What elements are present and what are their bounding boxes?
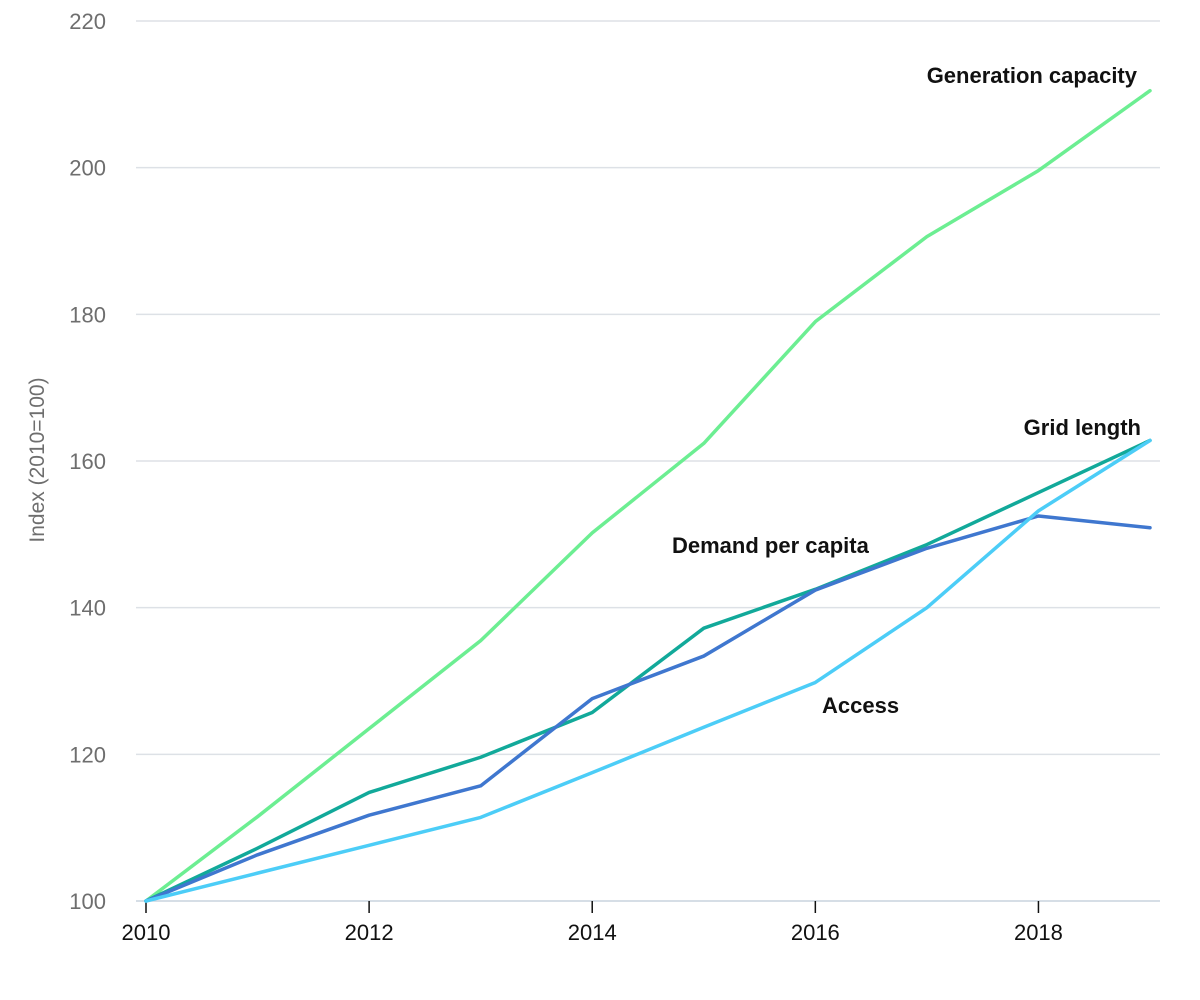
y-tick-label-160: 160 (69, 449, 106, 474)
y-tick-label-180: 180 (69, 302, 106, 327)
series-lines (144, 88, 1152, 903)
y-axis-label: Index (2010=100) (26, 377, 49, 542)
y-tick-label-220: 220 (69, 9, 106, 34)
series-line-demand-per-capita (144, 514, 1152, 903)
x-tick-labels: 2010 2012 2014 2016 2018 (122, 901, 1063, 945)
x-tick-label-2010: 2010 (122, 920, 171, 945)
y-tick-label-200: 200 (69, 156, 106, 181)
series-label-grid-length: Grid length (1024, 415, 1141, 440)
x-tick-label-2016: 2016 (791, 920, 840, 945)
y-tick-label-120: 120 (69, 742, 106, 767)
series-line-access (144, 438, 1152, 903)
x-tick-label-2012: 2012 (345, 920, 394, 945)
x-tick-label-2014: 2014 (568, 920, 617, 945)
series-labels: Generation capacity Grid length Demand per… (672, 63, 1141, 718)
series-label-access: Access (822, 693, 899, 718)
grid-lines (136, 20, 1160, 756)
y-tick-label-140: 140 (69, 596, 106, 621)
series-line-generation-capacity (144, 88, 1152, 903)
series-label-generation-capacity: Generation capacity (927, 63, 1138, 88)
y-tick-label-100: 100 (69, 889, 106, 914)
series-line-grid-length (144, 438, 1152, 903)
y-tick-labels: 100 120 140 160 180 200 220 (69, 9, 106, 914)
x-tick-label-2018: 2018 (1014, 920, 1063, 945)
series-label-demand-per-capita: Demand per capita (672, 533, 870, 558)
